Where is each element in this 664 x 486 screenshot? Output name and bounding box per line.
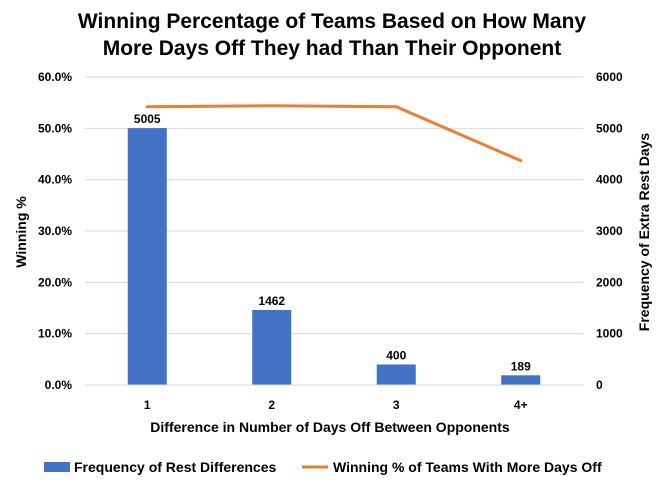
bar-data-labels: 5005 1462 400 189 xyxy=(134,112,531,373)
bar-series-frequency xyxy=(127,128,541,385)
left-y-tick-label: 30.0% xyxy=(38,224,72,238)
x-tick-label: 3 xyxy=(393,398,400,412)
right-y-tick-label: 2000 xyxy=(596,275,623,289)
left-y-tick-label: 10.0% xyxy=(38,327,72,341)
x-tick-label: 2 xyxy=(268,398,275,412)
bar xyxy=(127,128,167,385)
x-axis: 1 2 3 4+ xyxy=(85,384,583,412)
left-y-tick-label: 60.0% xyxy=(38,70,72,84)
line-series-winning-pct xyxy=(145,104,523,163)
left-y-tick-label: 40.0% xyxy=(38,173,72,187)
bar-data-label: 1462 xyxy=(258,294,285,308)
right-y-axis: 0 1000 2000 3000 4000 5000 6000 xyxy=(596,70,623,392)
gridlines xyxy=(85,76,583,386)
left-y-axis-title: Winning % xyxy=(13,196,29,268)
right-y-tick-label: 1000 xyxy=(596,327,623,341)
chart-title: Winning Percentage of Teams Based on How… xyxy=(78,10,586,60)
right-y-tick-label: 6000 xyxy=(596,70,623,84)
chart-title-line-1: Winning Percentage of Teams Based on How… xyxy=(78,10,586,33)
bar xyxy=(376,364,416,385)
right-y-tick-label: 3000 xyxy=(596,224,623,238)
left-y-tick-label: 50.0% xyxy=(38,121,72,135)
legend-swatch-bars xyxy=(44,462,70,472)
bar xyxy=(501,375,541,385)
right-y-axis-title: Frequency of Extra Rest Days xyxy=(636,133,652,332)
left-y-axis: 0.0% 10.0% 20.0% 30.0% 40.0% 50.0% 60.0% xyxy=(38,70,72,392)
right-y-tick-label: 4000 xyxy=(596,173,623,187)
legend: Frequency of Rest Differences Winning % … xyxy=(44,459,602,475)
legend-label-bars: Frequency of Rest Differences xyxy=(74,459,276,475)
x-axis-title: Difference in Number of Days Off Between… xyxy=(150,419,510,435)
chart-title-line-2: More Days Off They had Than Their Oppone… xyxy=(103,37,562,60)
bar xyxy=(252,309,292,385)
x-tick-label: 1 xyxy=(144,398,151,412)
left-y-tick-label: 0.0% xyxy=(45,378,73,392)
left-y-tick-label: 20.0% xyxy=(38,275,72,289)
bar-data-label: 189 xyxy=(511,359,531,373)
bar-data-label: 5005 xyxy=(134,112,161,126)
right-y-tick-label: 0 xyxy=(596,378,603,392)
x-tick-label: 4+ xyxy=(514,398,528,412)
legend-label-line: Winning % of Teams With More Days Off xyxy=(333,459,602,475)
line-path xyxy=(145,104,523,163)
bar-data-label: 400 xyxy=(386,348,406,362)
right-y-tick-label: 5000 xyxy=(596,121,623,135)
